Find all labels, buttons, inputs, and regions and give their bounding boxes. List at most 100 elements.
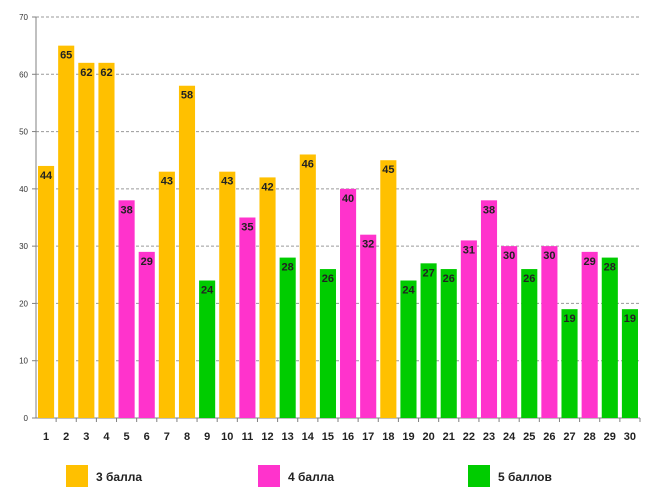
x-tick-label: 10 <box>221 431 233 443</box>
data-label: 26 <box>443 273 455 285</box>
legend-swatch <box>66 465 88 487</box>
x-tick-label: 8 <box>184 431 190 443</box>
legend-swatch <box>468 465 490 487</box>
data-label: 44 <box>40 170 53 182</box>
bar <box>239 217 256 418</box>
data-label: 29 <box>584 256 596 268</box>
y-tick-label: 70 <box>19 13 28 22</box>
x-tick-label: 4 <box>103 431 110 443</box>
bar <box>581 251 598 418</box>
y-tick-label: 60 <box>19 70 28 79</box>
data-label: 45 <box>382 164 394 176</box>
data-label: 65 <box>60 50 72 62</box>
y-tick-label: 50 <box>19 128 28 137</box>
x-tick-label: 12 <box>261 431 273 443</box>
data-label: 28 <box>604 262 616 274</box>
x-tick-label: 13 <box>282 431 294 443</box>
bar <box>299 154 316 418</box>
legend-label: 3 балла <box>96 470 142 484</box>
x-tick-label: 18 <box>382 431 394 443</box>
bar <box>38 165 55 418</box>
bar <box>400 280 417 418</box>
bar <box>158 171 175 418</box>
bar <box>480 200 498 418</box>
bar <box>319 269 336 418</box>
y-tick-label: 30 <box>19 242 28 251</box>
x-tick-label: 5 <box>124 431 130 443</box>
legend-swatch <box>258 465 280 487</box>
data-label: 58 <box>181 90 193 102</box>
x-tick-label: 9 <box>204 431 210 443</box>
x-tick-label: 30 <box>624 431 636 443</box>
bar <box>420 263 437 418</box>
data-label: 28 <box>282 262 294 274</box>
bar <box>199 280 216 418</box>
x-tick-label: 29 <box>604 431 616 443</box>
x-tick-label: 25 <box>523 431 535 443</box>
bar <box>219 171 236 418</box>
x-tick-label: 11 <box>242 431 254 443</box>
legend-label: 5 баллов <box>498 470 552 484</box>
y-tick-label: 10 <box>19 357 28 366</box>
x-tick-label: 1 <box>43 431 49 443</box>
bar <box>340 188 357 418</box>
bar <box>78 62 95 418</box>
bar <box>259 177 276 418</box>
x-tick-label: 16 <box>342 431 354 443</box>
data-label: 43 <box>221 176 233 188</box>
x-tick-label: 20 <box>422 431 434 443</box>
data-label: 42 <box>261 181 273 193</box>
legend-label: 4 балла <box>288 470 334 484</box>
data-label: 62 <box>80 67 92 79</box>
bar <box>521 269 538 418</box>
bar <box>601 257 618 418</box>
x-tick-label: 15 <box>322 431 334 443</box>
bars <box>38 45 638 419</box>
x-tick-label: 6 <box>144 431 150 443</box>
data-label: 32 <box>362 239 374 251</box>
y-tick-label: 20 <box>19 299 28 308</box>
data-label: 30 <box>503 250 515 262</box>
data-labels: 44 65 62 62 38 29 43 58 24 43 35 42 28 46 26 40 32 45 24 27… <box>40 50 636 326</box>
y-tick-label: 0 <box>24 414 29 423</box>
data-label: 26 <box>322 273 334 285</box>
data-label: 24 <box>402 285 415 297</box>
x-tick-label: 26 <box>543 431 555 443</box>
x-tick-label: 22 <box>463 431 475 443</box>
data-label: 46 <box>302 158 314 170</box>
legend: 3 балла 4 балла 5 баллов <box>66 465 552 487</box>
gridlines <box>36 16 640 362</box>
data-label: 35 <box>241 222 253 234</box>
bar <box>138 251 155 418</box>
bar <box>279 257 296 418</box>
bar <box>501 246 518 418</box>
data-label: 31 <box>463 244 475 256</box>
data-label: 38 <box>483 204 495 216</box>
bar <box>541 246 558 418</box>
x-tick-label: 2 <box>63 431 69 443</box>
bar <box>360 234 377 418</box>
x-tick-label: 3 <box>83 431 89 443</box>
data-label: 27 <box>422 267 434 279</box>
data-label: 38 <box>120 204 132 216</box>
data-label: 40 <box>342 193 354 205</box>
x-tick-label: 19 <box>402 431 414 443</box>
data-label: 19 <box>624 313 636 325</box>
x-tick-label: 21 <box>443 431 455 443</box>
bar <box>380 160 397 418</box>
data-label: 24 <box>201 285 214 297</box>
bar <box>98 62 115 418</box>
bar <box>118 200 135 418</box>
x-tick-label: 17 <box>362 431 374 443</box>
x-tick-label: 14 <box>302 431 315 443</box>
x-tick-label: 28 <box>584 431 596 443</box>
bar <box>58 45 75 419</box>
data-label: 62 <box>100 67 112 79</box>
y-tick-label: 40 <box>19 185 28 194</box>
bar <box>460 240 477 418</box>
data-label: 29 <box>141 256 153 268</box>
data-label: 26 <box>523 273 535 285</box>
